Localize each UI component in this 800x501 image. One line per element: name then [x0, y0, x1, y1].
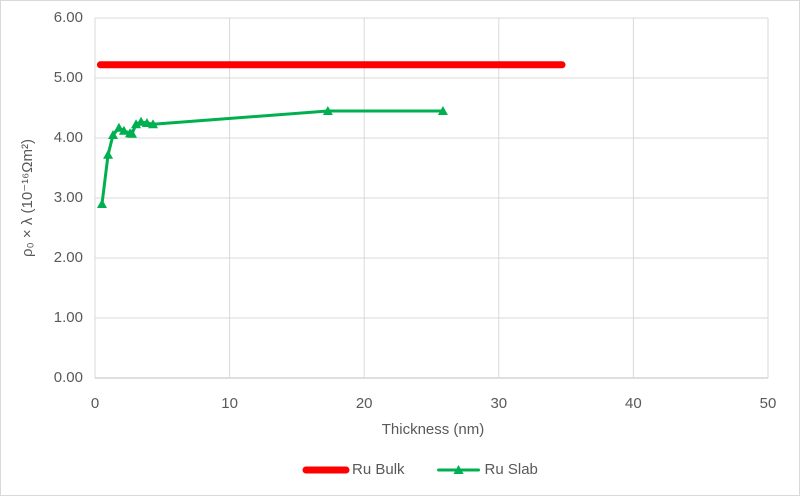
x-axis-label: Thickness (nm) — [382, 421, 485, 438]
marker — [141, 118, 152, 127]
x-tick-label: 0 — [91, 395, 99, 412]
legend-marker — [453, 465, 464, 474]
marker — [113, 122, 124, 132]
x-tick-label: 50 — [760, 395, 777, 412]
x-tick-label: 30 — [490, 395, 507, 412]
marker — [108, 130, 119, 139]
x-tick-label: 20 — [356, 395, 373, 412]
marker — [96, 199, 107, 208]
y-tick-label: 3.00 — [54, 189, 83, 206]
x-tick-label: 10 — [221, 395, 238, 412]
legend-label: Ru Slab — [485, 461, 538, 478]
marker — [322, 106, 333, 115]
y-tick-label: 0.00 — [54, 369, 83, 386]
marker — [437, 106, 448, 115]
marker — [131, 119, 142, 129]
marker — [118, 125, 129, 135]
marker — [148, 119, 159, 129]
y-tick-label: 2.00 — [54, 249, 83, 266]
y-tick-label: 4.00 — [54, 129, 83, 146]
marker — [136, 116, 147, 126]
y-tick-label: 6.00 — [54, 9, 83, 26]
marker — [127, 128, 138, 138]
y-tick-label: 5.00 — [54, 69, 83, 86]
legend-label: Ru Bulk — [352, 461, 405, 478]
y-tick-label: 1.00 — [54, 309, 83, 326]
x-tick-label: 40 — [625, 395, 642, 412]
marker — [103, 149, 114, 159]
y-axis-label: ρ₀ × λ (10⁻¹⁶Ωm²) — [19, 139, 36, 257]
